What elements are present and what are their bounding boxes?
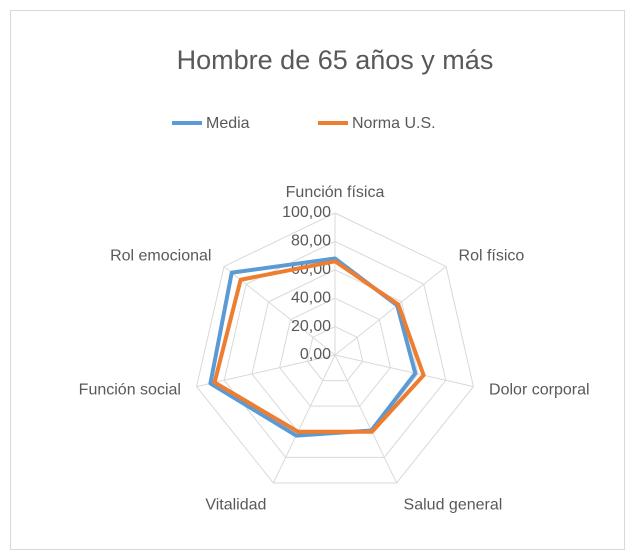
y-tick-label: 100,00 (282, 204, 331, 221)
legend-label: Media (206, 115, 250, 132)
y-tick-label: 80,00 (291, 233, 331, 250)
grid-ring (223, 240, 447, 458)
chart-border (10, 10, 625, 550)
spoke (272, 354, 336, 484)
series-line (212, 259, 426, 434)
category-label: Rol físico (459, 248, 525, 265)
category-label: Función social (79, 381, 181, 398)
y-tick-label: 0,00 (300, 346, 331, 363)
legend-label: Norma U.S. (352, 115, 436, 132)
spoke (196, 354, 336, 388)
category-label: Rol emocional (110, 248, 211, 265)
category-label: Función física (286, 184, 385, 201)
category-label: Vitalidad (205, 497, 266, 514)
category-label: Salud general (404, 497, 503, 514)
spoke (334, 354, 474, 388)
chart-title: Hombre de 65 años y más (177, 45, 494, 75)
grid-ring (196, 212, 474, 484)
spoke (334, 354, 398, 484)
y-tick-label: 40,00 (291, 289, 331, 306)
category-label: Dolor corporal (489, 381, 589, 398)
y-tick-label: 20,00 (291, 318, 331, 335)
grid-ring (306, 326, 364, 382)
grid-ring (279, 297, 391, 407)
spoke (334, 266, 447, 356)
